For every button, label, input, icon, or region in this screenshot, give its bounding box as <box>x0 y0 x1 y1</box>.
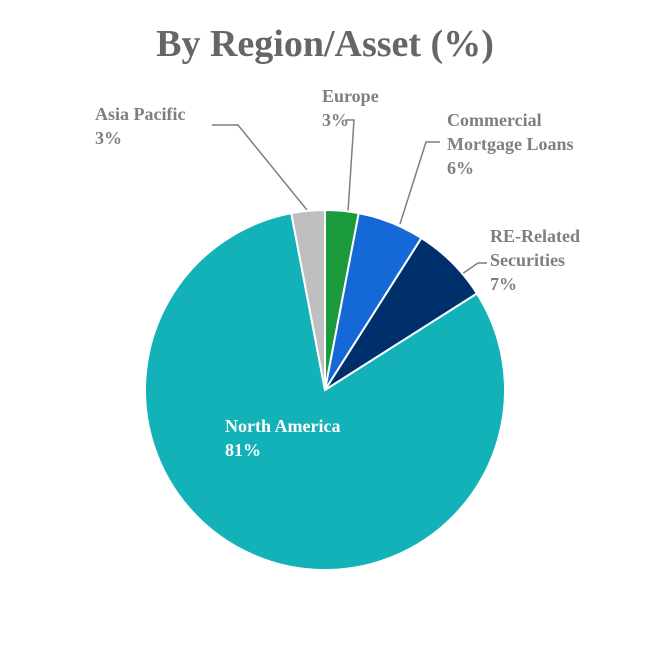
slice-label: RE-Related Securities <box>490 226 580 270</box>
slice-value-label: 3% <box>95 128 122 148</box>
leader-line <box>461 262 487 275</box>
slice-label: Commercial Mortgage Loans <box>447 110 574 154</box>
leader-line <box>346 119 355 213</box>
slice-value-label: 3% <box>322 110 349 130</box>
pie-slice <box>290 208 326 391</box>
pie-slice <box>144 212 506 571</box>
slice-value-label: 81% <box>225 440 261 460</box>
slice-value-label: 7% <box>490 274 517 294</box>
leader-line <box>212 124 308 211</box>
leader-lines <box>212 119 487 275</box>
chart-title: By Region/Asset (%) <box>156 23 494 65</box>
slice-value-label: 6% <box>447 158 474 178</box>
slice-label: Europe <box>322 86 379 106</box>
slice-label: Asia Pacific <box>95 104 186 124</box>
leader-line <box>399 141 440 225</box>
slice-label: North America <box>225 416 341 436</box>
